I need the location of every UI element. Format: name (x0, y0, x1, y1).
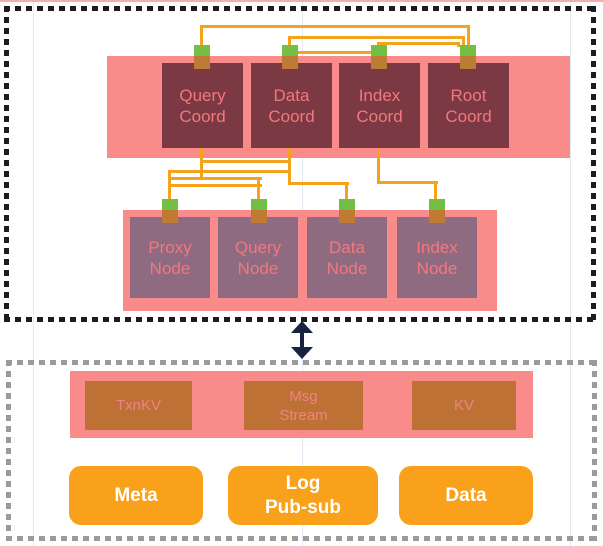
storage-box-data: Data (399, 466, 533, 525)
arrow-up-head (291, 321, 313, 333)
interface-box-kv: KV (412, 381, 516, 430)
arrow-dashed-shaft (300, 333, 304, 347)
arrow-down-head (291, 347, 313, 359)
connector-line (377, 181, 438, 184)
coordinator-box-data-coord: Data Coord (251, 63, 332, 148)
connector-line (462, 36, 465, 47)
connector-line (457, 42, 460, 47)
port-stem-icon (162, 210, 178, 223)
port-icon (282, 45, 298, 56)
connector-line (434, 181, 437, 200)
storage-box-log-pubsub: Log Pub-sub (228, 466, 378, 525)
connector-line (288, 36, 465, 39)
port-stem-icon (460, 56, 476, 69)
connector-line (298, 51, 372, 54)
connector-line (288, 148, 291, 185)
connector-line (200, 25, 203, 47)
interface-box-msg-stream: Msg Stream (244, 381, 363, 430)
slide-edge-line (0, 0, 603, 2)
port-icon (371, 45, 387, 56)
connector-line (200, 148, 203, 179)
connector-line (377, 42, 460, 45)
connector-line (467, 25, 470, 47)
worker-box-proxy-node: Proxy Node (130, 217, 210, 298)
worker-box-index-node: Index Node (397, 217, 477, 298)
connector-line (200, 160, 291, 163)
connector-line (288, 36, 291, 47)
port-stem-icon (251, 210, 267, 223)
port-stem-icon (371, 56, 387, 69)
port-stem-icon (339, 210, 355, 223)
port-icon (460, 45, 476, 56)
connector-line (345, 182, 348, 200)
port-stem-icon (282, 56, 298, 69)
port-icon (194, 45, 210, 56)
connector-line (200, 25, 470, 28)
connector-line (377, 148, 380, 182)
worker-box-data-node: Data Node (307, 217, 387, 298)
connector-line (168, 177, 262, 180)
connector-line (168, 184, 262, 187)
connector-line (288, 182, 349, 185)
port-icon (251, 199, 267, 210)
worker-box-query-node: Query Node (218, 217, 298, 298)
port-icon (339, 199, 355, 210)
interface-box-txnkv: TxnKV (85, 381, 192, 430)
bidirectional-arrow-icon (290, 321, 314, 359)
port-stem-icon (194, 56, 210, 69)
connector-line (170, 170, 291, 173)
coordinator-box-root-coord: Root Coord (428, 63, 509, 148)
coordinator-box-index-coord: Index Coord (339, 63, 420, 148)
storage-box-meta: Meta (69, 466, 203, 525)
connector-line (257, 177, 260, 200)
coordinator-box-query-coord: Query Coord (162, 63, 243, 148)
port-icon (162, 199, 178, 210)
port-stem-icon (429, 210, 445, 223)
port-icon (429, 199, 445, 210)
